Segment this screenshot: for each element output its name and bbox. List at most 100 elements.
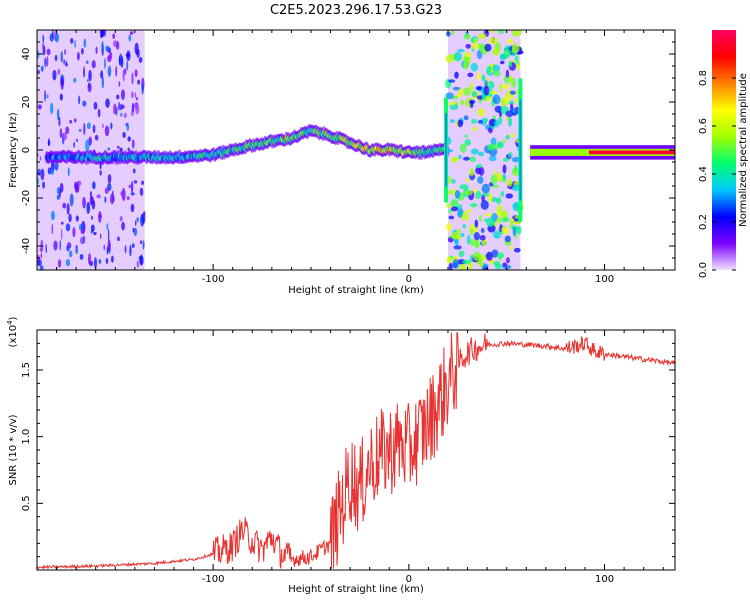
noise-blob — [488, 155, 497, 162]
noise-blob — [473, 232, 480, 241]
colorbar-tick-label: 0.8 — [698, 70, 709, 86]
noise-blob — [55, 32, 60, 43]
noise-blob — [486, 251, 493, 261]
noise-blob — [65, 223, 71, 232]
noise-blob — [125, 122, 128, 127]
noise-blob — [126, 196, 130, 201]
noise-blob — [82, 196, 86, 209]
noise-blob — [481, 193, 490, 197]
noise-blob — [105, 98, 110, 109]
transient-spike-core — [519, 99, 522, 201]
noise-blob — [37, 168, 41, 176]
noise-blob — [73, 141, 75, 148]
noise-blob — [103, 30, 107, 37]
noise-blob — [485, 96, 492, 102]
noise-blob — [56, 194, 61, 200]
noise-blob — [107, 182, 112, 192]
noise-blob — [500, 210, 509, 219]
noise-blob — [503, 74, 511, 84]
noise-blob — [116, 145, 120, 149]
noise-blob — [457, 210, 463, 217]
noise-blob — [458, 250, 465, 258]
noise-blob — [446, 255, 452, 264]
noise-blob — [446, 222, 452, 232]
noise-blob — [107, 239, 111, 252]
noise-blob — [112, 33, 116, 40]
y-tick-label: 0.5 — [21, 495, 32, 511]
snr-ticks: -100 0 100 0.5 1.0 1.5 — [21, 330, 675, 585]
noise-blob — [463, 33, 471, 40]
noise-blob — [128, 34, 132, 42]
noise-blob — [37, 50, 40, 59]
noise-blob — [133, 180, 138, 184]
noise-blob — [448, 102, 456, 106]
noise-blob — [509, 75, 513, 84]
noise-blob — [85, 139, 90, 152]
noise-blob — [469, 238, 477, 247]
noise-blob — [44, 57, 47, 68]
noise-blob — [466, 178, 471, 183]
noise-blob — [89, 191, 92, 197]
noise-blob — [93, 231, 97, 236]
noise-blob — [93, 101, 98, 110]
noise-blob — [37, 104, 42, 110]
noise-blob — [453, 51, 462, 62]
noise-blob — [471, 118, 478, 124]
noise-blob — [118, 81, 121, 87]
noise-blob — [92, 181, 96, 190]
noise-blob — [505, 110, 514, 118]
noise-blob — [450, 198, 459, 209]
noise-blob — [506, 179, 513, 187]
noise-blob — [69, 119, 73, 124]
noise-blob — [136, 260, 140, 268]
noise-blob — [130, 203, 135, 213]
noise-blob — [107, 228, 110, 241]
noise-blob — [48, 137, 50, 147]
noise-blob — [477, 108, 486, 117]
y-tick-label: 0 — [21, 147, 32, 153]
snr-multiplier: (x104) — [6, 316, 19, 347]
noise-blob — [42, 42, 45, 50]
noise-blob — [489, 30, 495, 34]
noise-blob — [481, 74, 486, 82]
noise-blob — [514, 55, 519, 62]
noise-blob — [90, 215, 93, 220]
noise-blob — [101, 76, 105, 89]
noise-blob — [82, 100, 87, 107]
noise-blob — [505, 193, 514, 199]
noise-blob — [511, 184, 521, 192]
noise-blob — [139, 240, 143, 245]
noise-blob — [493, 70, 501, 77]
noise-blob — [474, 219, 479, 228]
noise-blob — [486, 217, 495, 228]
noise-blob — [99, 233, 102, 240]
noise-blob — [504, 235, 511, 243]
noise-blob — [481, 183, 490, 194]
noise-blob — [477, 176, 484, 184]
colorbar-tick-label: 0.4 — [698, 166, 709, 182]
noise-blob — [69, 193, 74, 207]
noise-blob — [481, 238, 487, 247]
snr-panel: -100 0 100 0.5 1.0 1.5 Height of straight lin… — [6, 316, 676, 595]
flat-segment-core — [588, 150, 675, 155]
noise-blob — [69, 250, 73, 258]
noise-blob — [86, 201, 91, 215]
noise-blob — [111, 255, 114, 263]
noise-blob — [505, 134, 510, 140]
noise-blob — [110, 122, 113, 130]
noise-blob — [74, 39, 76, 48]
noise-blob — [508, 100, 515, 105]
noise-blob — [458, 88, 464, 96]
noise-blob — [503, 48, 512, 58]
noise-blob — [119, 103, 123, 111]
noise-blob — [57, 68, 61, 75]
noise-blob — [131, 243, 135, 248]
y-tick-label: 20 — [21, 96, 32, 109]
noise-blob — [99, 214, 102, 219]
noise-blob — [39, 248, 42, 252]
noise-blob — [79, 253, 84, 260]
noise-blob — [478, 33, 487, 40]
noise-blob — [74, 118, 77, 123]
noise-blob — [445, 92, 454, 100]
noise-blob — [90, 224, 95, 232]
